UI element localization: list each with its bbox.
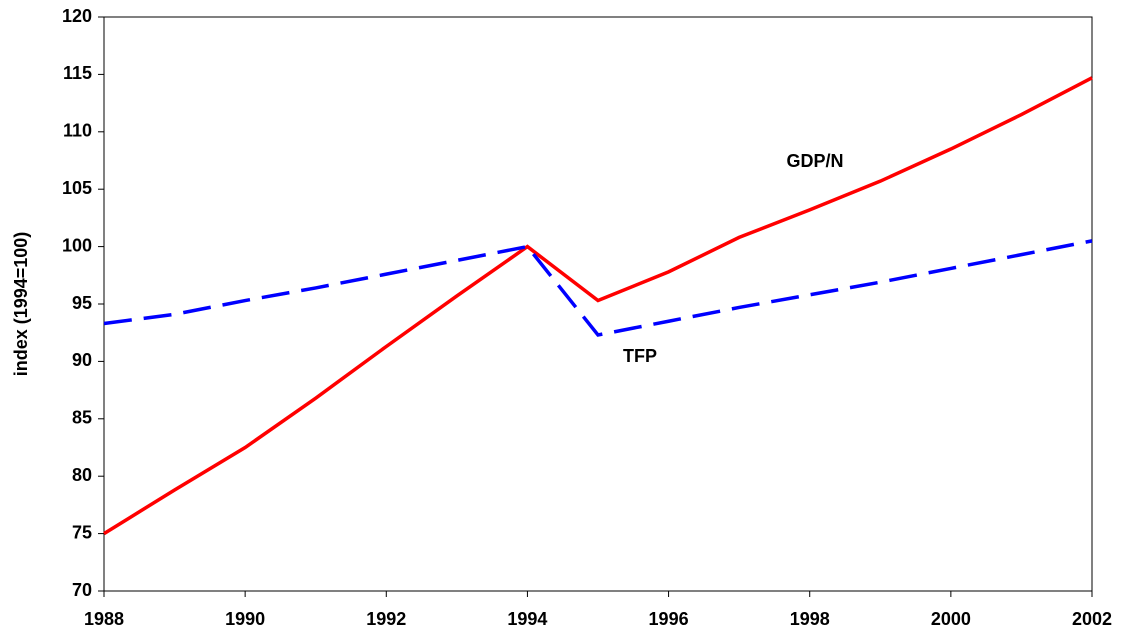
- x-tick-label: 1996: [649, 609, 689, 629]
- x-tick-label: 1990: [225, 609, 265, 629]
- series-line: [103, 76, 1093, 536]
- y-tick-label: 70: [72, 580, 92, 600]
- x-tick-label: 1994: [507, 609, 547, 629]
- y-tick-label: 100: [62, 235, 92, 255]
- y-tick-label: 85: [72, 408, 92, 428]
- y-tick-label: 95: [72, 293, 92, 313]
- series-line: [103, 239, 1093, 337]
- y-tick-label: 80: [72, 465, 92, 485]
- x-tick-label: 1998: [790, 609, 830, 629]
- y-tick-label: 75: [72, 522, 92, 542]
- x-tick-label: 1988: [84, 609, 124, 629]
- x-tick-label: 2000: [931, 609, 971, 629]
- x-tick-label: 1992: [366, 609, 406, 629]
- y-tick-label: 105: [62, 178, 92, 198]
- y-tick-label: 115: [63, 63, 92, 83]
- y-tick-label: 110: [63, 121, 92, 141]
- plot-area: [103, 16, 1093, 592]
- series-label: TFP: [623, 346, 657, 366]
- series-label: GDP/N: [786, 151, 843, 171]
- y-axis-title: index (1994=100): [11, 232, 31, 377]
- y-tick-label: 90: [72, 350, 92, 370]
- x-tick-label: 2002: [1072, 609, 1112, 629]
- y-tick-label: 120: [62, 6, 92, 26]
